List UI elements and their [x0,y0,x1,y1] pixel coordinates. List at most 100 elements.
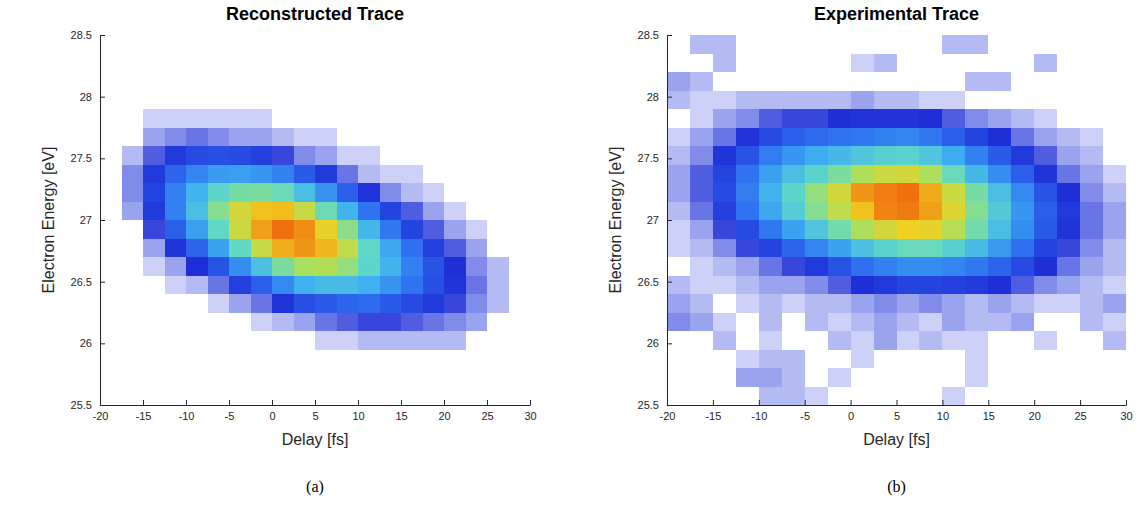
heatmap-cell [897,109,920,128]
heatmap-cell [337,35,359,54]
heatmap-cell [1080,109,1103,128]
heatmap-cell [122,35,144,54]
heatmap-cell [1057,146,1080,165]
heatmap-cell [423,165,445,184]
y-tick-label: 27.5 [71,152,92,164]
heatmap-cell [487,276,509,295]
heatmap-cell [337,72,359,91]
heatmap-cell [229,387,251,406]
heatmap-cell [337,257,359,276]
heatmap-cell [942,72,965,91]
heatmap-cell [315,350,337,369]
heatmap-cell [143,202,165,221]
heatmap-cell [874,91,897,110]
heatmap-cell [897,146,920,165]
heatmap-cell [851,239,874,258]
heatmap-cell [208,35,230,54]
heatmap-cell [423,313,445,332]
panel-label: (a) [306,478,324,496]
heatmap-cell [736,350,759,369]
heatmap-cell [208,294,230,313]
heatmap-cell [782,146,805,165]
x-tick-label: -5 [225,410,235,422]
heatmap-cell [1057,220,1080,239]
heatmap-cell [874,294,897,313]
heatmap-cell [315,146,337,165]
heatmap-cell [713,276,736,295]
y-tick-mark [100,158,105,159]
x-tick-label: -15 [136,410,152,422]
heatmap-cell [401,183,423,202]
heatmap-cell [942,165,965,184]
heatmap-cell [380,331,402,350]
x-tick-mark [988,400,989,405]
heatmap-cell [805,313,828,332]
heatmap-cell [487,35,509,54]
heatmap-cell [229,220,251,239]
heatmap-cell [251,183,273,202]
heatmap-cell [466,165,488,184]
heatmap-cell [805,128,828,147]
heatmap-cell [186,350,208,369]
heatmap-cell [487,54,509,73]
heatmap-cell [1011,54,1034,73]
y-tick-label: 26.5 [638,276,659,288]
heatmap-cell [337,183,359,202]
heatmap-cell [186,220,208,239]
heatmap-cell [165,257,187,276]
heatmap-cell [444,257,466,276]
heatmap-cell [759,368,782,387]
heatmap-cell [444,313,466,332]
heatmap-cell [186,331,208,350]
heatmap-cell [851,109,874,128]
heatmap-cell [1057,54,1080,73]
heatmap-cell [229,368,251,387]
heatmap-cell [380,202,402,221]
heatmap-cell [782,72,805,91]
heatmap-cell [1057,368,1080,387]
heatmap-cell [851,165,874,184]
heatmap-cell [315,368,337,387]
heatmap-cell [251,91,273,110]
heatmap-cell [965,109,988,128]
heatmap-cell [380,128,402,147]
heatmap-cell [509,202,531,221]
heatmap-cell [919,257,942,276]
heatmap-cell [759,54,782,73]
heatmap-cell [358,91,380,110]
heatmap-cell [713,294,736,313]
heatmap-cell [1011,146,1034,165]
x-tick-mark [315,400,316,405]
heatmap-cell [100,54,122,73]
heatmap-cell [294,257,316,276]
heatmap-cell [919,91,942,110]
heatmap-cell [759,294,782,313]
heatmap-cell [380,276,402,295]
heatmap-cell [487,165,509,184]
heatmap-cell [1011,331,1034,350]
heatmap-cell [782,54,805,73]
y-tick-mark [667,158,672,159]
x-tick-mark [1080,400,1081,405]
heatmap-cell [487,220,509,239]
heatmap-cell [401,202,423,221]
y-tick: 27 [80,214,105,226]
heatmap-cell [143,350,165,369]
heatmap-cell [828,387,851,406]
heatmap-cell [736,35,759,54]
heatmap-cell [1034,313,1057,332]
heatmap-cell [667,331,690,350]
heatmap-cell [358,368,380,387]
heatmap-cell [229,294,251,313]
y-axis: 25.52626.52727.52828.5 [71,29,105,411]
x-tick-label: -10 [751,410,767,422]
x-tick-label: 5 [894,410,900,422]
heatmap-cell [874,387,897,406]
heatmap-cell [229,35,251,54]
heatmap-cell [337,313,359,332]
heatmap-cell [942,276,965,295]
heatmap-cell [759,239,782,258]
heatmap-cell [897,202,920,221]
heatmap-cell [919,146,942,165]
heatmap-cell [294,239,316,258]
